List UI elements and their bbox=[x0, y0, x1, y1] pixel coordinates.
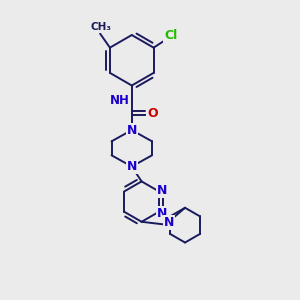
Text: CH₃: CH₃ bbox=[90, 22, 111, 32]
Text: NH: NH bbox=[110, 94, 130, 107]
Text: N: N bbox=[157, 184, 167, 196]
Text: N: N bbox=[127, 160, 137, 173]
Text: N: N bbox=[164, 216, 174, 229]
Text: N: N bbox=[127, 124, 137, 136]
Text: Cl: Cl bbox=[164, 28, 178, 41]
Text: N: N bbox=[157, 207, 167, 220]
Text: O: O bbox=[147, 107, 158, 120]
